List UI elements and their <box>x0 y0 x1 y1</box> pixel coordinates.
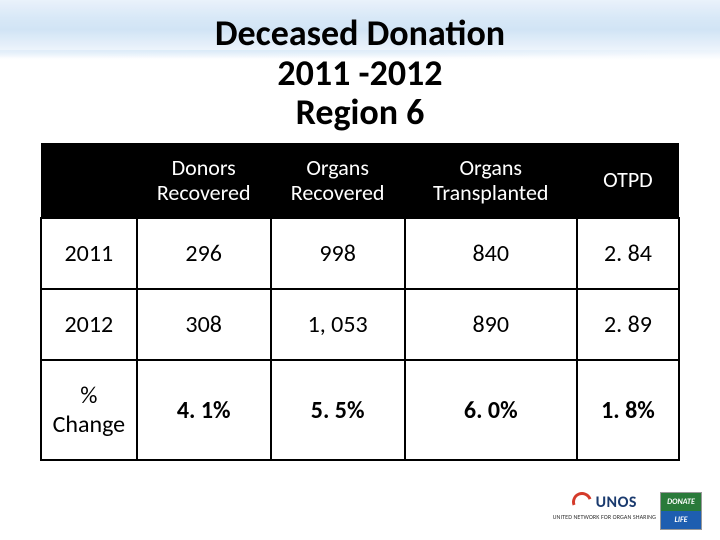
table-header-blank <box>41 143 137 219</box>
unos-swoosh-icon <box>568 489 595 516</box>
row-label: 2012 <box>41 289 137 360</box>
table-header-organs-rec: Organs Recovered <box>271 143 405 219</box>
cell: 840 <box>405 218 577 289</box>
footer-logos: UNOS UNITED NETWORK FOR ORGAN SHARING DO… <box>553 492 702 530</box>
table-row: 2012 308 1, 053 890 2. 89 <box>41 289 679 360</box>
cell: 5. 5% <box>271 360 405 460</box>
unos-logo: UNOS <box>572 492 637 512</box>
table-header-row: Donors Recovered Organs Recovered Organs… <box>41 143 679 219</box>
table-row: % Change 4. 1% 5. 5% 6. 0% 1. 8% <box>41 360 679 460</box>
table-row: 2011 296 998 840 2. 84 <box>41 218 679 289</box>
slide-title: Deceased Donation 2011 -2012 Region 6 <box>0 0 720 133</box>
donate-life-logo: DONATE LIFE <box>660 492 702 530</box>
table-header-otpd: OTPD <box>577 143 679 219</box>
title-line-2: 2011 -2012 <box>277 51 442 95</box>
table-header-donors: Donors Recovered <box>137 143 271 219</box>
cell: 2. 89 <box>577 289 679 360</box>
donate-life-bottom: LIFE <box>661 516 701 524</box>
title-line-3: Region 6 <box>296 90 425 134</box>
donation-table: Donors Recovered Organs Recovered Organs… <box>40 143 680 462</box>
row-label: 2011 <box>41 218 137 289</box>
unos-logo-block: UNOS UNITED NETWORK FOR ORGAN SHARING <box>553 492 656 520</box>
data-table-container: Donors Recovered Organs Recovered Organs… <box>40 143 680 462</box>
cell: 1, 053 <box>271 289 405 360</box>
donate-life-top: DONATE <box>661 498 701 506</box>
title-line-1: Deceased Donation <box>215 11 505 55</box>
cell: 1. 8% <box>577 360 679 460</box>
cell: 308 <box>137 289 271 360</box>
unos-logo-text: UNOS <box>596 493 637 512</box>
table-header-organs-trans: Organs Transplanted <box>405 143 577 219</box>
unos-subtitle: UNITED NETWORK FOR ORGAN SHARING <box>553 514 656 520</box>
cell: 998 <box>271 218 405 289</box>
cell: 4. 1% <box>137 360 271 460</box>
row-label: % Change <box>41 360 137 460</box>
cell: 6. 0% <box>405 360 577 460</box>
cell: 2. 84 <box>577 218 679 289</box>
cell: 296 <box>137 218 271 289</box>
cell: 890 <box>405 289 577 360</box>
